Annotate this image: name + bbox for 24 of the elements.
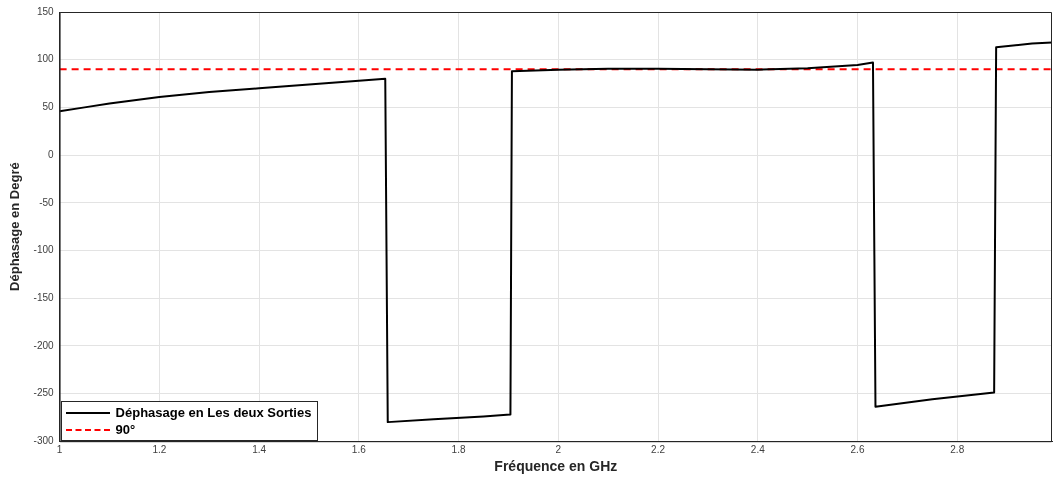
x-tick-label: 1.2 (152, 443, 167, 455)
y-tick-label: 50 (42, 101, 55, 113)
x-tick-label: 1.6 (351, 443, 367, 455)
y-tick-label: -100 (33, 244, 55, 256)
y-tick-label: -200 (33, 339, 55, 351)
x-tick-label: 2.4 (750, 443, 766, 455)
x-tick-label: 1.8 (451, 443, 466, 455)
x-tick-label: 1.4 (252, 443, 267, 455)
x-tick-label: 2.8 (950, 443, 965, 455)
y-tick-label: 150 (36, 5, 55, 17)
y-tick-label: -300 (33, 434, 55, 446)
y-tick-label: 100 (36, 53, 55, 65)
x-axis-title: Fréquence en GHz (494, 458, 618, 475)
y-tick-label: -250 (33, 387, 55, 399)
y-tick-label: 0 (48, 148, 55, 160)
legend-label: Déphasage en Les deux Sorties (115, 405, 312, 421)
x-tick-label: 2 (555, 443, 562, 455)
x-tick-label: 1 (56, 443, 63, 455)
legend-label: 90° (115, 422, 136, 438)
y-tick-label: -150 (33, 291, 55, 303)
x-tick-label: 2.2 (651, 443, 666, 455)
x-tick-label: 2.6 (850, 443, 865, 455)
y-axis-title: Déphasage en Degré (7, 162, 23, 291)
y-tick-label: -50 (39, 196, 55, 208)
